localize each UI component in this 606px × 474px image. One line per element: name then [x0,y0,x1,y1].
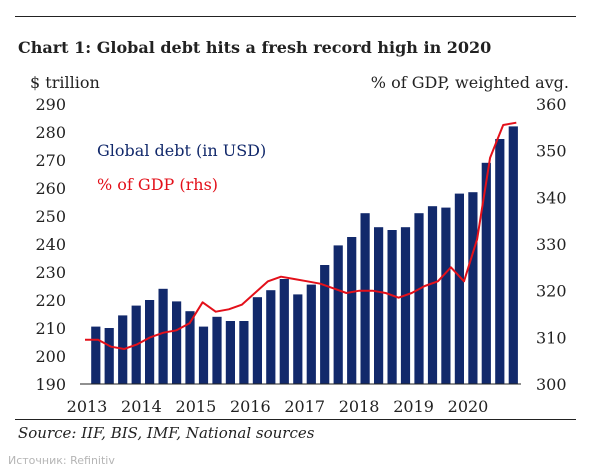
x-tick-label: 2014 [121,397,162,416]
debt-bar [225,321,235,384]
left-tick-label: 270 [35,151,66,170]
left-tick-label: 280 [35,123,66,142]
debt-bar [468,192,478,384]
debt-bar [414,213,424,384]
image-credit: Источник: Refinitiv [8,454,115,467]
left-ticks-layer: 190 200 210 220 230 240 250 260 270 280 290 [35,95,66,394]
right-tick-label: 300 [536,375,567,394]
debt-bar [266,290,276,384]
x-tick-label: 2020 [448,397,489,416]
legend-debt: Global debt (in USD) [97,141,266,160]
debt-bar [481,162,491,384]
debt-bar [104,328,114,384]
debt-bar [279,279,289,384]
debt-bar [239,321,249,384]
debt-bar [400,227,411,384]
top-rule [15,16,576,17]
gdp-line [85,121,517,350]
debt-bar [508,126,518,385]
right-ticks-layer: 300 310 320 330 340 350 360 [536,95,567,394]
chart-title: Chart 1: Global debt hits a fresh record… [18,38,492,57]
right-tick-label: 310 [536,328,567,347]
right-tick-label: 320 [536,282,567,301]
debt-bar [185,311,195,384]
left-tick-label: 250 [35,207,66,226]
x-ticks-layer: 2013 2014 2015 2016 2017 2018 2019 2020 [67,397,489,416]
left-axis-title: $ trillion [30,73,100,92]
debt-bar [441,207,451,384]
x-tick-label: 2017 [284,397,325,416]
debt-bar [333,245,343,384]
source-note: Source: IIF, BIS, IMF, National sources [18,424,315,442]
right-tick-label: 330 [536,235,567,254]
debt-bar [347,237,357,384]
debt-bar [198,326,209,384]
left-tick-label: 230 [35,263,66,282]
debt-bar [427,206,438,384]
debt-bar [158,288,168,384]
debt-bar [293,294,303,384]
debt-bar [454,193,464,384]
x-tick-label: 2019 [393,397,434,416]
debt-bar [145,300,155,384]
debt-bar [360,213,370,384]
debt-bar [495,139,505,384]
right-tick-label: 360 [536,95,567,114]
line-layer [85,121,517,350]
bottom-rule [15,419,576,420]
left-tick-label: 260 [35,179,66,198]
x-tick-label: 2013 [67,397,108,416]
right-tick-label: 340 [536,188,567,207]
debt-bar [172,301,182,384]
left-tick-label: 220 [35,291,66,310]
bars-layer [91,126,518,385]
left-tick-label: 240 [35,235,66,254]
debt-bar [374,227,384,384]
debt-bar [320,265,330,384]
x-tick-label: 2016 [230,397,271,416]
debt-bar [387,230,397,384]
debt-bar [252,297,262,384]
left-tick-label: 190 [35,375,66,394]
debt-bar [212,316,222,384]
left-tick-label: 210 [35,319,66,338]
right-tick-label: 350 [536,142,567,161]
right-axis-title: % of GDP, weighted avg. [371,73,569,92]
x-tick-label: 2018 [339,397,380,416]
x-tick-label: 2015 [176,397,217,416]
debt-bar [306,284,316,384]
left-tick-label: 200 [35,347,66,366]
legend-gdp: % of GDP (rhs) [97,175,218,194]
debt-bar [91,326,101,384]
left-tick-label: 290 [35,95,66,114]
